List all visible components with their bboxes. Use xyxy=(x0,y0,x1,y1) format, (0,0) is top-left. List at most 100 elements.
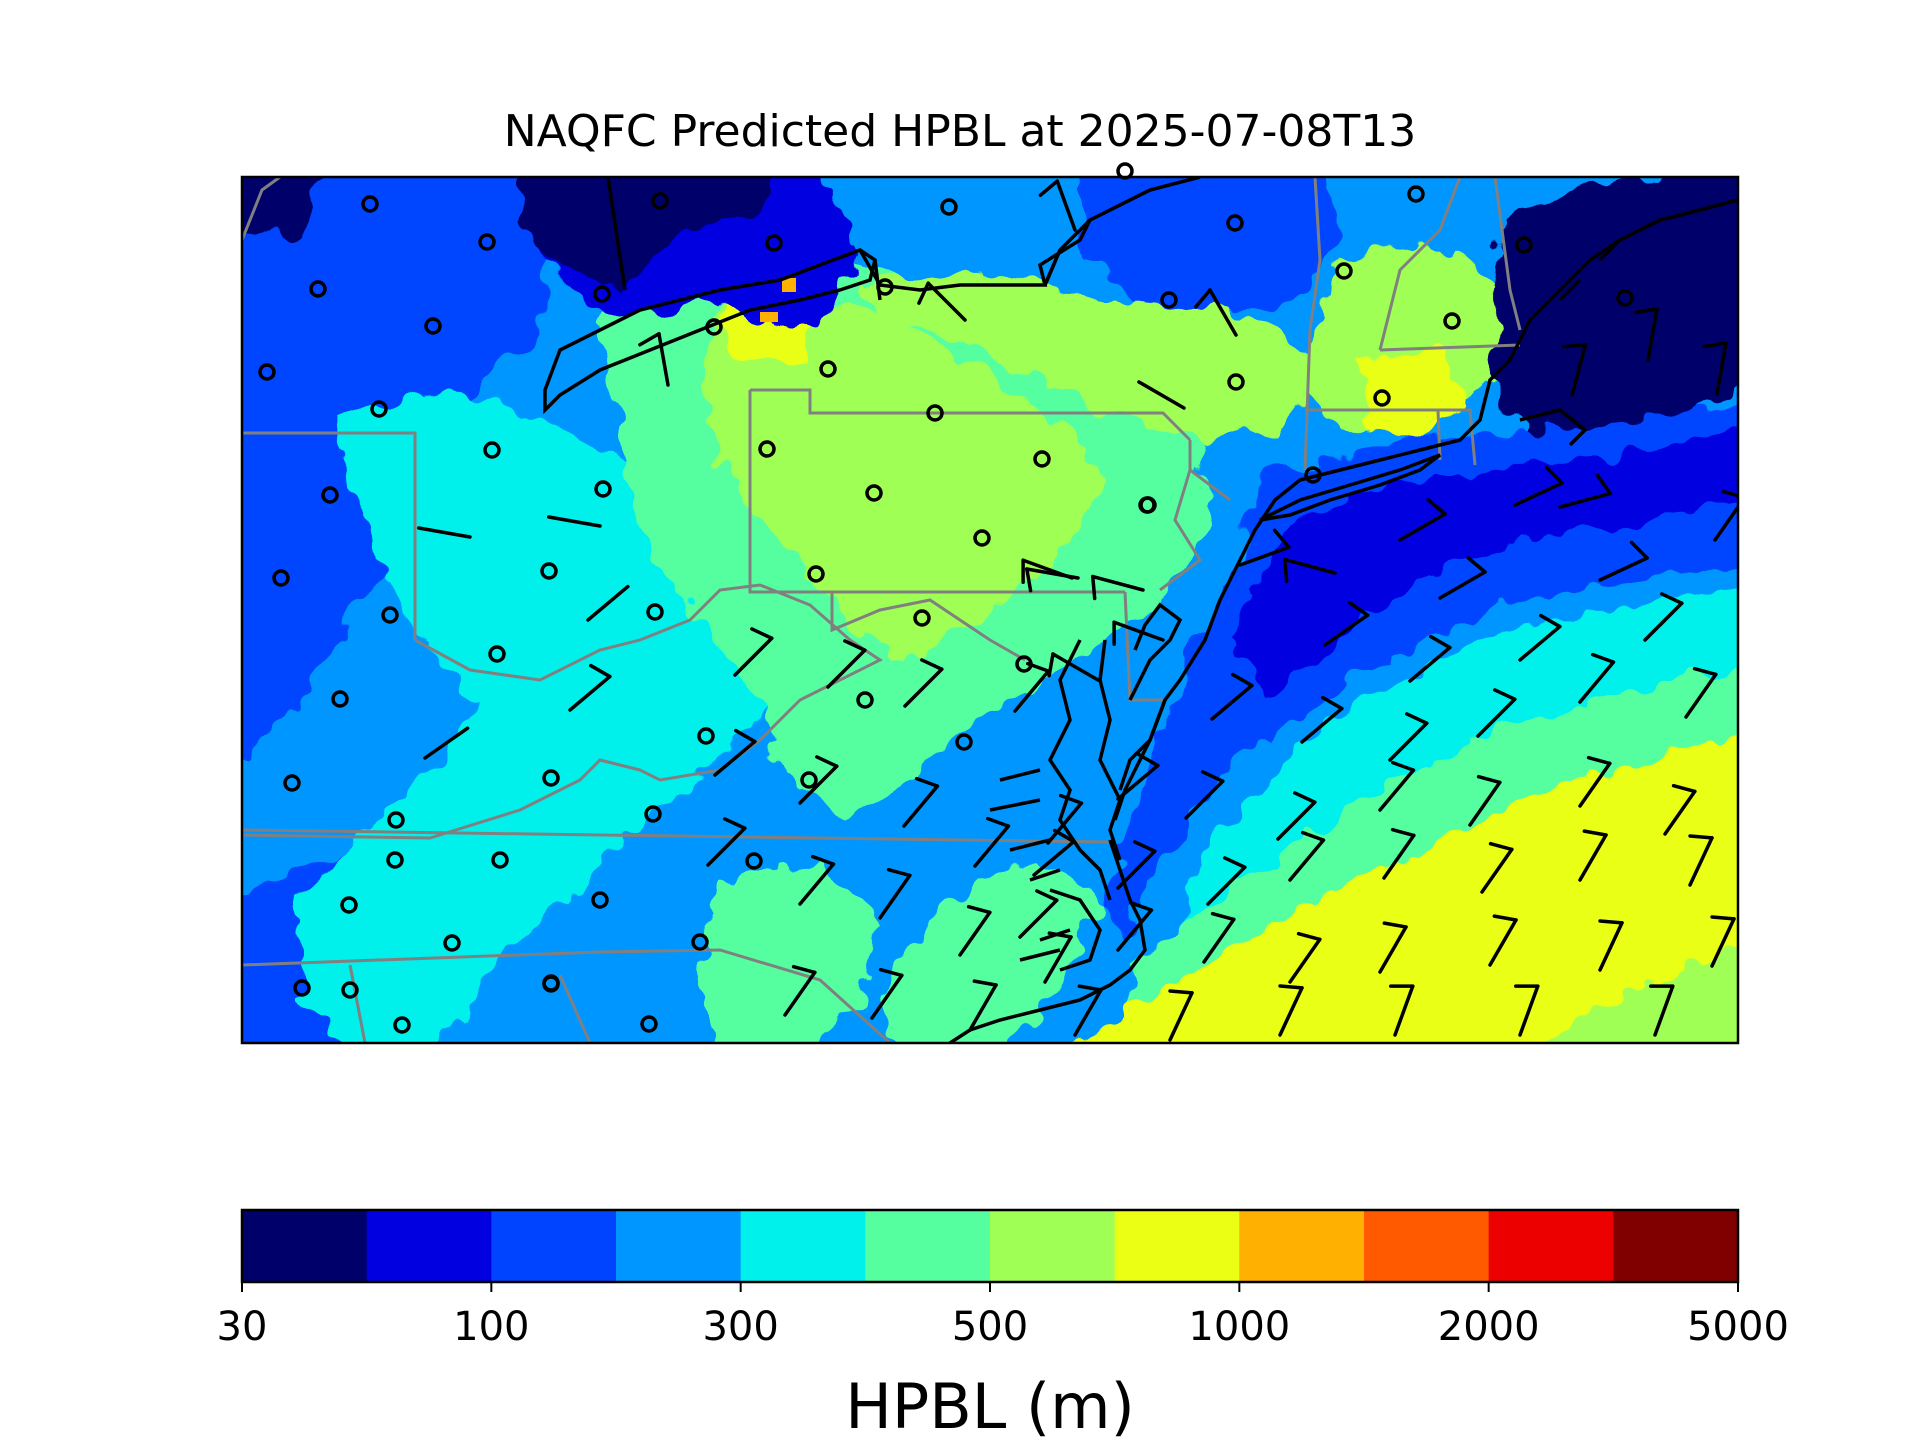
station-circle xyxy=(1226,214,1244,232)
wind-barb xyxy=(1116,900,1154,952)
field-zone-ny-lime xyxy=(860,270,1320,440)
boundary-vt-nh xyxy=(1378,177,1462,351)
wind-barb xyxy=(1013,661,1051,713)
wind-barb-shaft xyxy=(973,824,1011,868)
wind-barb-flag xyxy=(1561,343,1588,349)
wind-barb-shaft xyxy=(1578,660,1616,704)
wind-barb-shaft xyxy=(1578,761,1612,808)
wind-barb-flag xyxy=(1133,840,1157,853)
wind-barb-shaft xyxy=(1438,570,1487,600)
wind-barb-flag xyxy=(750,627,774,640)
wind-barb xyxy=(1514,984,1540,1037)
station-circle xyxy=(1227,373,1245,391)
colorbar: 30 100 300 500 1000 2000 5000 xyxy=(217,1208,1789,1350)
wind-barb-flag xyxy=(815,755,839,768)
wind-barb-flag xyxy=(1633,307,1659,315)
wind-barb-shaft xyxy=(1278,986,1304,1037)
wind-barb-shaft xyxy=(926,281,967,322)
field-zone-se-land-green xyxy=(880,860,1100,1043)
wind-barb-shaft xyxy=(1518,624,1562,662)
wind-barb xyxy=(1518,613,1562,662)
wind-barb-shaft xyxy=(1202,917,1236,964)
wind-barb-flag xyxy=(1301,830,1326,842)
wind-barb-flag xyxy=(986,816,1011,828)
wind-barb-flag xyxy=(917,281,930,305)
station-circle xyxy=(646,603,664,621)
wind-barb-flag xyxy=(1688,834,1714,840)
wind-barb-flag xyxy=(1598,919,1624,925)
wind-barb xyxy=(568,663,612,712)
wind-barb-shaft xyxy=(903,667,944,708)
wind-barb-shaft xyxy=(1684,672,1718,719)
wind-barb xyxy=(917,281,967,322)
wind-barb xyxy=(1488,914,1518,967)
wind-barb-shaft xyxy=(1388,721,1429,762)
station-circle xyxy=(765,234,783,252)
wind-barb-flag xyxy=(723,817,747,830)
wind-barb xyxy=(586,584,630,622)
wind-barb-flag xyxy=(1426,498,1447,516)
boundary-va-nc xyxy=(242,948,892,1043)
wind-barb-shaft xyxy=(878,873,912,920)
wind-barb xyxy=(1389,984,1415,1037)
station-circle xyxy=(321,486,339,504)
wind-barb xyxy=(1283,557,1337,584)
station-circle xyxy=(800,771,818,789)
wind-barb-shaft xyxy=(1663,789,1697,836)
wind-barb-shaft xyxy=(1055,179,1077,232)
wind-barb-shaft xyxy=(1168,991,1194,1042)
wind-barb-shaft xyxy=(1210,683,1254,721)
wind-barb-flag xyxy=(1721,489,1738,498)
wind-barb-shaft xyxy=(1116,763,1160,801)
wind-barb-flag xyxy=(1492,914,1518,922)
wind-barb-shaft xyxy=(586,584,630,622)
colorbar-segment xyxy=(1239,1210,1365,1282)
station-circle xyxy=(955,733,973,751)
colorbar-tick-label: 1000 xyxy=(1188,1304,1290,1350)
wind-barb xyxy=(968,979,998,1032)
wind-barb-shaft xyxy=(1300,706,1344,744)
station-circle xyxy=(594,480,612,498)
wind-barb-shaft xyxy=(902,784,940,828)
wind-barb-flag xyxy=(1038,179,1059,198)
wind-barb-flag xyxy=(920,658,944,671)
wind-barb-shaft xyxy=(657,332,670,387)
station-circle xyxy=(393,1016,411,1034)
field-zone-ne-lime xyxy=(1300,240,1520,430)
wind-barb-shaft xyxy=(1073,988,1103,1037)
colorbar-segment xyxy=(1488,1210,1614,1282)
wind-barb-shaft xyxy=(1570,343,1588,397)
station-circle xyxy=(542,769,560,787)
station-circle xyxy=(1443,312,1461,330)
chart-title: NAQFC Predicted HPBL at 2025-07-08T13 xyxy=(503,106,1417,157)
station-circle xyxy=(331,690,349,708)
colorbar-segment xyxy=(740,1210,866,1282)
boundary-pa-ny xyxy=(750,388,1192,442)
station-circle xyxy=(1304,466,1322,484)
station-circle xyxy=(542,975,560,993)
wind-barb-shaft xyxy=(423,726,470,760)
wind-barb xyxy=(1210,672,1254,721)
wind-barb xyxy=(1388,712,1429,762)
wind-barb-flag xyxy=(1321,695,1344,711)
colorbar-segment xyxy=(616,1210,742,1282)
station-circle xyxy=(758,440,776,458)
field-zone-nearshore-darkblue xyxy=(1230,433,1738,700)
station-circle xyxy=(1515,236,1533,254)
delaware-bay xyxy=(1128,602,1183,701)
boundary-ny-ma xyxy=(1305,408,1477,466)
wind-barb xyxy=(1184,770,1225,820)
wind-barb-shaft xyxy=(1393,984,1415,1037)
wind-barb-shaft xyxy=(1283,557,1337,575)
map-frame xyxy=(240,175,1740,1045)
field-zone-nc-green xyxy=(700,860,880,1043)
wind-barb xyxy=(902,776,940,828)
wind-barb xyxy=(1438,556,1487,600)
field-zone-gulf-maine-dark xyxy=(1490,177,1738,440)
wind-barb xyxy=(1476,688,1517,738)
wind-barb-flag xyxy=(1026,661,1051,673)
pamlico-sound xyxy=(1049,888,1102,972)
station-circle xyxy=(691,933,709,951)
wind-barb xyxy=(958,904,992,957)
wind-barb xyxy=(878,867,912,920)
